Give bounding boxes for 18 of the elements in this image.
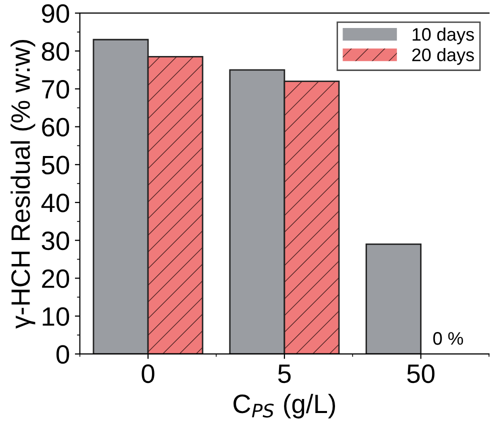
y-tick-label: 40 xyxy=(41,194,70,212)
x-axis-title: C$_{PS}$ (g/L) xyxy=(234,394,336,418)
x-tick-label: 50 xyxy=(407,364,434,384)
y-tick-label: 30 xyxy=(42,231,70,250)
y-tick-label: 10 xyxy=(42,307,70,326)
x-tick-label: 5 xyxy=(278,364,291,384)
y-axis-title: γ-HCH Residual (% w:w) xyxy=(10,40,36,329)
y-tick-label: 60 xyxy=(42,118,70,137)
y-tick-label: 70 xyxy=(42,80,70,99)
y-tick-label: 50 xyxy=(42,156,70,174)
y-tick-label: 20 xyxy=(42,269,70,288)
legend-label: 20 days xyxy=(412,48,474,65)
y-tick-label: 90 xyxy=(42,4,70,23)
x-tick-label: 0 xyxy=(142,364,154,384)
legend-label: 10 days xyxy=(412,28,474,44)
y-tick-label: 80 xyxy=(42,42,70,61)
annotation: 0 % xyxy=(433,332,464,345)
y-tick-label: 0 xyxy=(56,345,70,364)
